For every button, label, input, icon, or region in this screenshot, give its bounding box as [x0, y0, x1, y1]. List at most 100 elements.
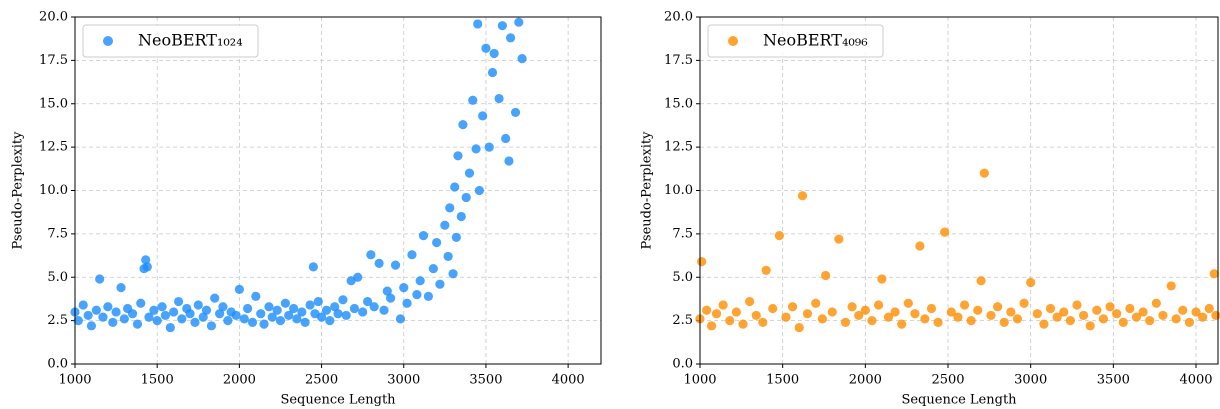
point [407, 250, 417, 260]
point [132, 319, 143, 329]
point [111, 307, 121, 317]
point [731, 307, 741, 317]
point [1166, 281, 1176, 291]
point [834, 234, 844, 244]
point [247, 317, 258, 327]
point [1065, 316, 1075, 326]
point [1012, 314, 1023, 324]
point [443, 251, 453, 262]
point [152, 316, 162, 326]
point [341, 310, 351, 321]
y-tick-label: 0.0 [47, 357, 68, 372]
point [494, 93, 504, 104]
point [193, 300, 203, 310]
point [768, 303, 778, 314]
point [1211, 310, 1220, 321]
point [445, 203, 455, 213]
point [993, 302, 1003, 312]
point [177, 314, 187, 324]
point [1158, 310, 1168, 321]
x-tick-label: 3000 [1014, 373, 1047, 388]
point [1052, 312, 1062, 322]
point [920, 314, 930, 324]
point [267, 312, 277, 322]
point [91, 305, 101, 315]
point [1209, 269, 1219, 279]
point [510, 107, 521, 118]
point [251, 291, 261, 301]
point [149, 305, 159, 315]
point [330, 302, 340, 312]
x-tick-label: 3000 [387, 373, 420, 388]
point [333, 309, 343, 319]
point [256, 309, 266, 319]
point [1178, 305, 1188, 315]
point [223, 316, 233, 326]
y-tick-label: 5.0 [47, 270, 68, 285]
legend-marker [728, 36, 738, 46]
point [399, 283, 409, 293]
y-tick-label: 15.0 [39, 96, 68, 111]
point [1072, 300, 1082, 310]
point [854, 310, 864, 321]
point [725, 316, 735, 326]
point [108, 317, 118, 327]
y-tick-label: 12.5 [664, 140, 693, 155]
point [1191, 307, 1201, 317]
point [1138, 307, 1148, 317]
point [718, 300, 728, 310]
point [1184, 317, 1194, 327]
y-tick-label: 5.0 [672, 270, 693, 285]
point [1204, 303, 1214, 314]
point [1045, 303, 1056, 314]
point [160, 310, 171, 321]
x-axis-label: Sequence Length [280, 393, 396, 408]
y-axis-label: Pseudo-Perplexity [11, 131, 26, 250]
y-tick-label: 20.0 [664, 10, 693, 25]
point [239, 314, 249, 324]
point [305, 300, 315, 310]
point [973, 305, 983, 315]
point [473, 19, 483, 29]
y-tick-label: 2.5 [672, 313, 693, 328]
y-axis-label: Pseudo-Perplexity [640, 131, 655, 250]
point [289, 303, 299, 314]
point [338, 295, 348, 305]
y-tick-label: 12.5 [39, 140, 68, 155]
x-tick-label: 4000 [552, 373, 585, 388]
point [173, 296, 184, 307]
point [395, 314, 406, 324]
point [264, 302, 274, 312]
point [1171, 314, 1181, 324]
y-tick-label: 7.5 [672, 226, 693, 241]
point [986, 310, 996, 321]
x-tick-label: 3500 [1097, 373, 1130, 388]
point [1145, 316, 1155, 326]
point [440, 220, 450, 230]
point [501, 133, 511, 144]
point [811, 298, 821, 308]
x-tick-label: 2500 [931, 373, 964, 388]
point [517, 54, 527, 64]
point [259, 319, 269, 329]
legend-label: NeoBERT₁₀₂₄ [138, 31, 243, 50]
point [940, 227, 950, 237]
point [1131, 312, 1142, 322]
plot-frame [74, 16, 602, 365]
point [1112, 309, 1122, 319]
point [169, 307, 179, 317]
point [297, 307, 307, 317]
point [272, 305, 282, 315]
point [817, 314, 827, 324]
point [386, 293, 396, 303]
point [284, 310, 294, 321]
point [797, 191, 808, 201]
point [1039, 319, 1049, 329]
point [1105, 302, 1115, 312]
point [1151, 298, 1161, 308]
point [702, 305, 712, 315]
point [860, 305, 870, 315]
x-tick-label: 2000 [223, 373, 256, 388]
point [369, 302, 379, 312]
